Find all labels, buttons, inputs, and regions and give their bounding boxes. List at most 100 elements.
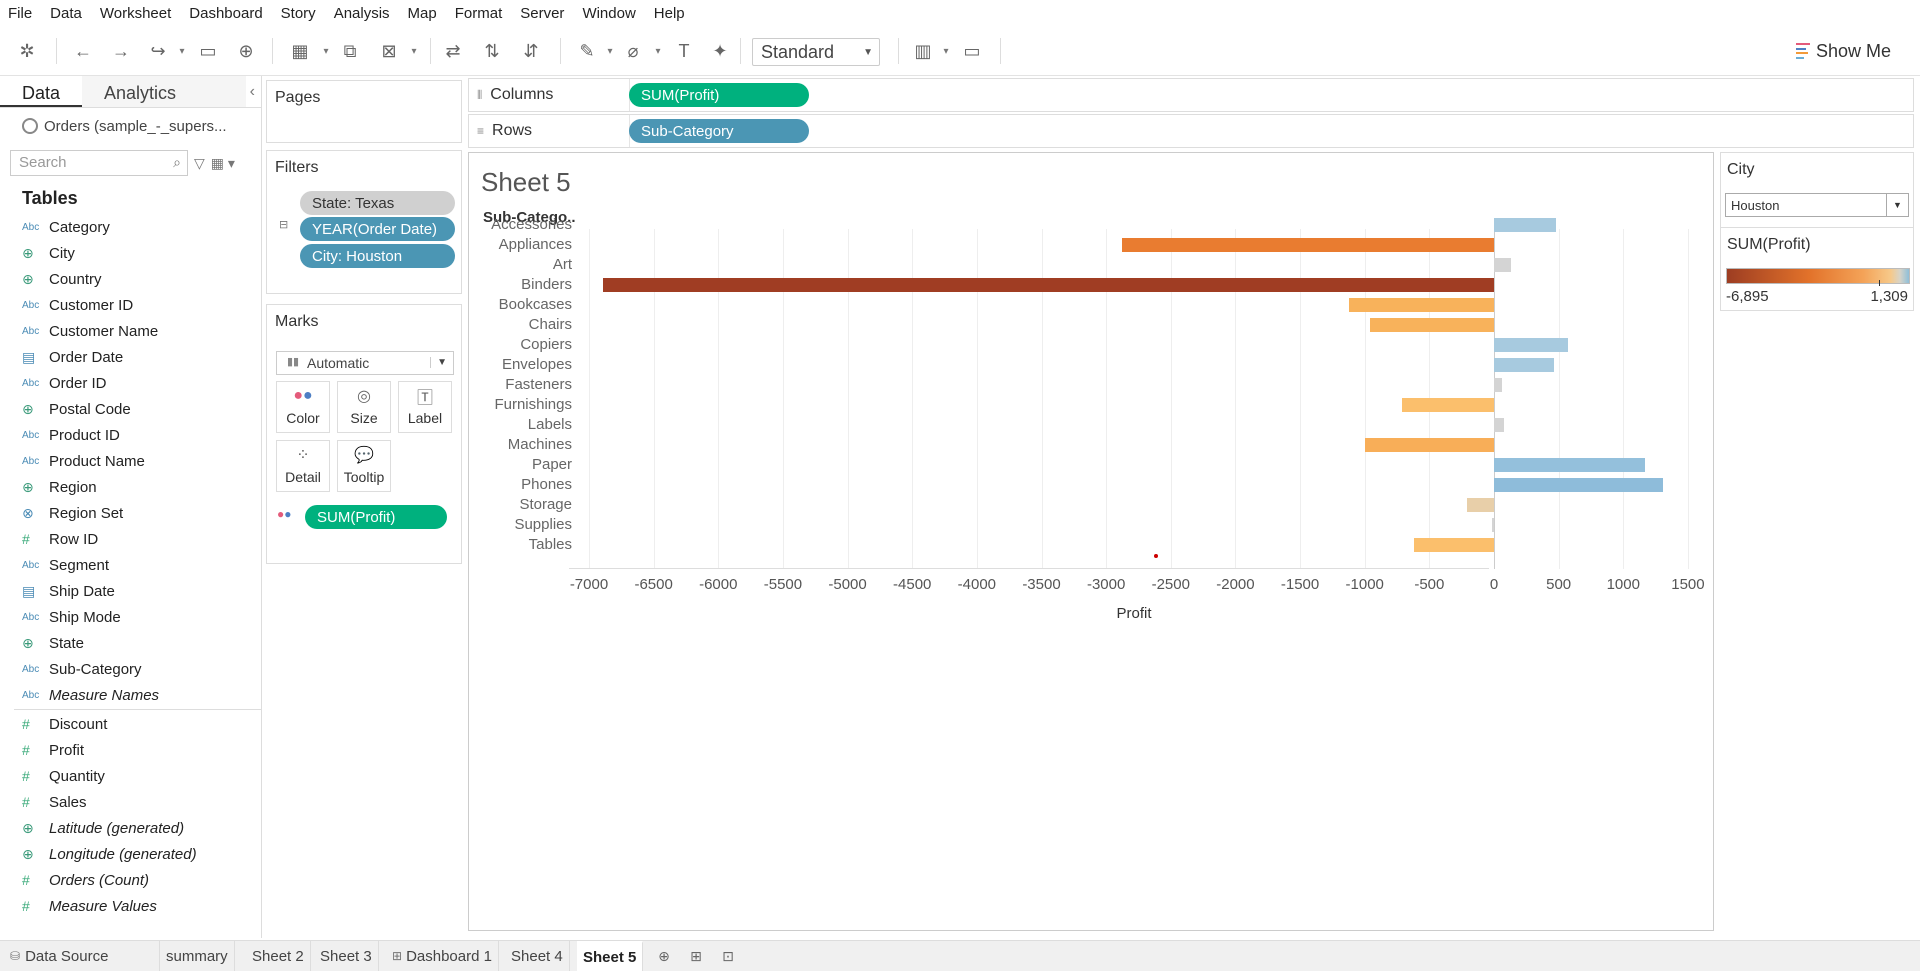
menu-file[interactable]: File xyxy=(8,4,33,22)
bar-tables[interactable] xyxy=(1413,538,1494,552)
filters-card[interactable]: Filters State: Texas ⊟ YEAR(Order Date) … xyxy=(266,150,462,294)
label-button[interactable]: 🅃 Label xyxy=(398,381,452,433)
sort-descending-icon[interactable]: ⇵ xyxy=(523,40,539,61)
pages-card[interactable]: Pages xyxy=(266,80,462,143)
color-button[interactable]: ● ● Color xyxy=(276,381,330,433)
tab-sheet-3[interactable]: Sheet 3 xyxy=(314,941,379,971)
field-latitude-generated[interactable]: ⊕ Latitude (generated) xyxy=(0,815,261,841)
field-sub-category[interactable]: Abc Sub-Category xyxy=(0,656,261,682)
tab-sheet-4[interactable]: Sheet 4 xyxy=(505,941,570,971)
color-gradient[interactable] xyxy=(1726,268,1910,284)
swap-icon[interactable]: ⇄ xyxy=(445,40,461,61)
bar-fasteners[interactable] xyxy=(1494,378,1502,392)
field-measure-values[interactable]: # Measure Values xyxy=(0,893,261,919)
clear-dropdown-icon[interactable]: ▾ xyxy=(411,45,417,57)
city-filter-select[interactable]: Houston ▼ xyxy=(1725,193,1909,217)
filter-pill-city[interactable]: City: Houston xyxy=(300,244,455,268)
menu-server[interactable]: Server xyxy=(520,4,565,22)
category-label[interactable]: Supplies xyxy=(514,516,572,533)
field-orders-count[interactable]: # Orders (Count) xyxy=(0,867,261,893)
show-cards-dropdown-icon[interactable]: ▾ xyxy=(943,45,949,57)
rows-pill[interactable]: Sub-Category xyxy=(629,119,809,143)
redo-icon[interactable]: → xyxy=(112,40,130,61)
field-profit[interactable]: # Profit xyxy=(0,737,261,763)
category-label[interactable]: Envelopes xyxy=(501,356,572,373)
bar-art[interactable] xyxy=(1494,258,1512,272)
category-label[interactable]: Labels xyxy=(527,416,572,433)
field-postal-code[interactable]: ⊕ Postal Code xyxy=(0,396,261,422)
field-category[interactable]: Abc Category xyxy=(0,214,261,240)
category-label[interactable]: Tables xyxy=(528,536,572,553)
tooltip-button[interactable]: 💬 Tooltip xyxy=(337,440,391,492)
category-header[interactable]: Sub-Catego.. xyxy=(483,209,576,226)
detail-button[interactable]: ⁘ Detail xyxy=(276,440,330,492)
tableau-logo-icon[interactable]: ✲ xyxy=(19,40,35,61)
new-worksheet-icon[interactable]: ⊕ xyxy=(658,947,670,964)
bar-appliances[interactable] xyxy=(1121,238,1494,252)
field-discount[interactable]: # Discount xyxy=(0,711,261,737)
replay-dropdown-icon[interactable]: ▾ xyxy=(179,45,185,57)
undo-icon[interactable]: ← xyxy=(74,40,92,61)
fit-select[interactable]: Standard ▼ xyxy=(752,38,880,66)
category-label[interactable]: Bookcases xyxy=(498,296,572,313)
new-worksheet-icon[interactable]: ▦ xyxy=(291,40,309,61)
field-region-set[interactable]: ⊗ Region Set xyxy=(0,500,261,526)
bar-supplies[interactable] xyxy=(1492,518,1494,532)
menu-dashboard[interactable]: Dashboard xyxy=(189,4,263,22)
category-label[interactable]: Art xyxy=(552,256,572,273)
category-label[interactable]: Chairs xyxy=(528,316,572,333)
field-customer-id[interactable]: Abc Customer ID xyxy=(0,292,261,318)
category-label[interactable]: Paper xyxy=(531,456,572,473)
bar-phones[interactable] xyxy=(1494,478,1664,492)
field-longitude-generated[interactable]: ⊕ Longitude (generated) xyxy=(0,841,261,867)
field-order-date[interactable]: ▤ Order Date xyxy=(0,344,261,370)
bar-chairs[interactable] xyxy=(1369,318,1494,332)
menu-analysis[interactable]: Analysis xyxy=(333,4,390,22)
show-me-button[interactable]: Show Me xyxy=(1796,38,1891,64)
field-ship-mode[interactable]: Abc Ship Mode xyxy=(0,604,261,630)
duplicate-sheet-icon[interactable]: ⧉ xyxy=(343,40,357,61)
field-order-id[interactable]: Abc Order ID xyxy=(0,370,261,396)
new-dashboard-icon[interactable]: ⊞ xyxy=(690,947,702,964)
category-label[interactable]: Machines xyxy=(507,436,572,453)
new-datasource-icon[interactable]: ⊕ xyxy=(238,40,254,61)
category-label[interactable]: Storage xyxy=(519,496,572,513)
bar-bookcases[interactable] xyxy=(1349,298,1494,312)
field-quantity[interactable]: # Quantity xyxy=(0,763,261,789)
bar-storage[interactable] xyxy=(1466,498,1494,512)
filter-pill-state[interactable]: State: Texas xyxy=(300,191,455,215)
field-ship-date[interactable]: ▤ Ship Date xyxy=(0,578,261,604)
menu-map[interactable]: Map xyxy=(407,4,437,22)
sort-ascending-icon[interactable]: ⇅ xyxy=(484,40,500,61)
tab-data[interactable]: Data xyxy=(0,76,83,107)
category-label[interactable]: Copiers xyxy=(520,336,572,353)
tab-summary[interactable]: summary xyxy=(160,941,235,971)
viz-canvas[interactable]: Sheet 5 Sub-Catego.. -7000 -6500 -6000 -550… xyxy=(468,152,1714,931)
highlight-dropdown-icon[interactable]: ▾ xyxy=(607,45,613,57)
show-labels-icon[interactable]: T xyxy=(678,40,690,61)
view-options-icon[interactable]: ▦ ▾ xyxy=(210,154,235,171)
search-input[interactable]: Search ⌕ xyxy=(10,150,188,176)
filter-icon[interactable]: ▽ xyxy=(194,154,205,171)
field-state[interactable]: ⊕ State xyxy=(0,630,261,656)
collapse-pane-icon[interactable]: ‹ xyxy=(249,83,255,100)
presentation-mode-icon[interactable]: ▭ xyxy=(963,40,981,61)
clear-sheet-icon[interactable]: ⊠ xyxy=(381,40,397,61)
category-label[interactable]: Accessories xyxy=(491,216,572,233)
bar-accessories[interactable] xyxy=(1494,218,1557,232)
category-label[interactable]: Furnishings xyxy=(494,396,572,413)
field-customer-name[interactable]: Abc Customer Name xyxy=(0,318,261,344)
bar-paper[interactable] xyxy=(1494,458,1645,472)
menu-format[interactable]: Format xyxy=(454,4,503,22)
group-dropdown-icon[interactable]: ▾ xyxy=(655,45,661,57)
menu-worksheet[interactable]: Worksheet xyxy=(99,4,172,22)
menu-window[interactable]: Window xyxy=(582,4,636,22)
tab-analytics[interactable]: Analytics xyxy=(82,76,247,107)
tab-sheet-2[interactable]: Sheet 2 xyxy=(246,941,311,971)
tab-dashboard-1[interactable]: ⊞ Dashboard 1 xyxy=(386,941,499,971)
rows-shelf[interactable]: ≡ Rows Sub-Category xyxy=(468,114,1914,148)
category-label[interactable]: Binders xyxy=(521,276,572,293)
field-city[interactable]: ⊕ City xyxy=(0,240,261,266)
field-row-id[interactable]: # Row ID xyxy=(0,526,261,552)
columns-shelf[interactable]: ⦀ Columns SUM(Profit) xyxy=(468,78,1914,112)
